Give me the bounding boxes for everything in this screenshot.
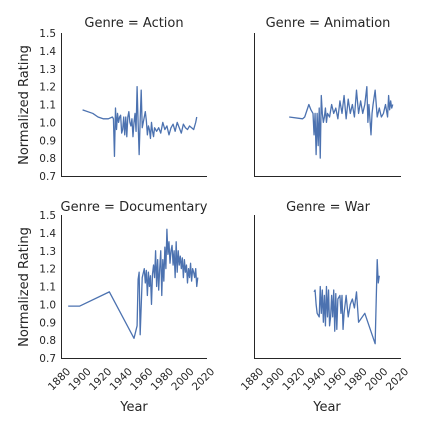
y-tick-label: 1.0	[39, 117, 56, 129]
series-line-documentary	[68, 228, 199, 339]
y-tick-label: 1.5	[39, 210, 56, 222]
x-tick-label: 1920	[280, 366, 307, 393]
panel-animation: Genre = Animation	[254, 16, 401, 177]
panel-war: Genre = War 1880190019201940196019802000…	[239, 200, 411, 415]
y-tick-label: 0.7	[39, 353, 56, 365]
x-tick-label: 1940	[108, 366, 135, 393]
x-tick-label: 1980	[149, 366, 176, 393]
y-tick-label: 1.0	[39, 299, 56, 311]
series-line-action	[82, 85, 198, 157]
x-tick-label: 1900	[66, 366, 93, 393]
panel-title-documentary: Genre = Documentary	[61, 200, 208, 215]
y-axis-title-action: Normalized Rating	[17, 45, 32, 165]
series-line-animation	[289, 85, 394, 159]
y-tick-label: 1.4	[39, 228, 56, 240]
y-tick-label: 1.4	[39, 46, 56, 58]
y-tick-label: 1.5	[39, 28, 56, 40]
x-axis-title-documentary: Year	[119, 400, 148, 415]
x-tick-label: 2000	[363, 366, 390, 393]
x-tick-label: 1940	[301, 366, 328, 393]
y-ticks-action: 0.7 0.8 0.9 1.0 1.1 1.2 1.3 1.4 1.5	[39, 28, 56, 183]
panel-title-war: Genre = War	[286, 200, 371, 215]
x-tick-label: 1900	[260, 366, 287, 393]
series-line-war	[313, 259, 380, 345]
y-tick-label: 0.9	[39, 135, 56, 147]
x-tick-label: 2020	[190, 366, 217, 393]
panel-title-animation: Genre = Animation	[266, 16, 391, 31]
panel-title-action: Genre = Action	[84, 16, 183, 31]
y-tick-label: 1.2	[39, 264, 56, 276]
y-tick-label: 0.7	[39, 171, 56, 183]
x-tick-label: 1960	[128, 366, 155, 393]
panel-documentary: Genre = Documentary 0.7 0.8 0.9 1.0 1.1 1.2 1.…	[17, 200, 217, 415]
y-tick-label: 1.1	[39, 100, 56, 112]
y-tick-label: 1.3	[39, 64, 56, 76]
x-tick-label: 2020	[384, 366, 411, 393]
y-tick-label: 1.2	[39, 82, 56, 94]
y-tick-label: 0.8	[39, 335, 56, 347]
x-tick-label: 1880	[46, 366, 73, 393]
x-tick-label: 1960	[322, 366, 349, 393]
x-tick-label: 2000	[169, 366, 196, 393]
x-tick-label: 1880	[239, 366, 266, 393]
y-ticks-documentary: 0.7 0.8 0.9 1.0 1.1 1.2 1.3 1.4 1.5	[39, 210, 56, 365]
y-tick-label: 0.8	[39, 153, 56, 165]
x-tick-label: 1980	[342, 366, 369, 393]
y-tick-label: 1.3	[39, 246, 56, 258]
y-tick-label: 1.1	[39, 282, 56, 294]
x-axis-title-war: Year	[312, 400, 341, 415]
y-axis-title-documentary: Normalized Rating	[17, 227, 32, 347]
x-tick-label: 1920	[87, 366, 114, 393]
y-tick-label: 0.9	[39, 317, 56, 329]
panel-action: Genre = Action 0.7 0.8 0.9 1.0 1.1 1.2 1.3 1.4 1…	[17, 16, 207, 183]
